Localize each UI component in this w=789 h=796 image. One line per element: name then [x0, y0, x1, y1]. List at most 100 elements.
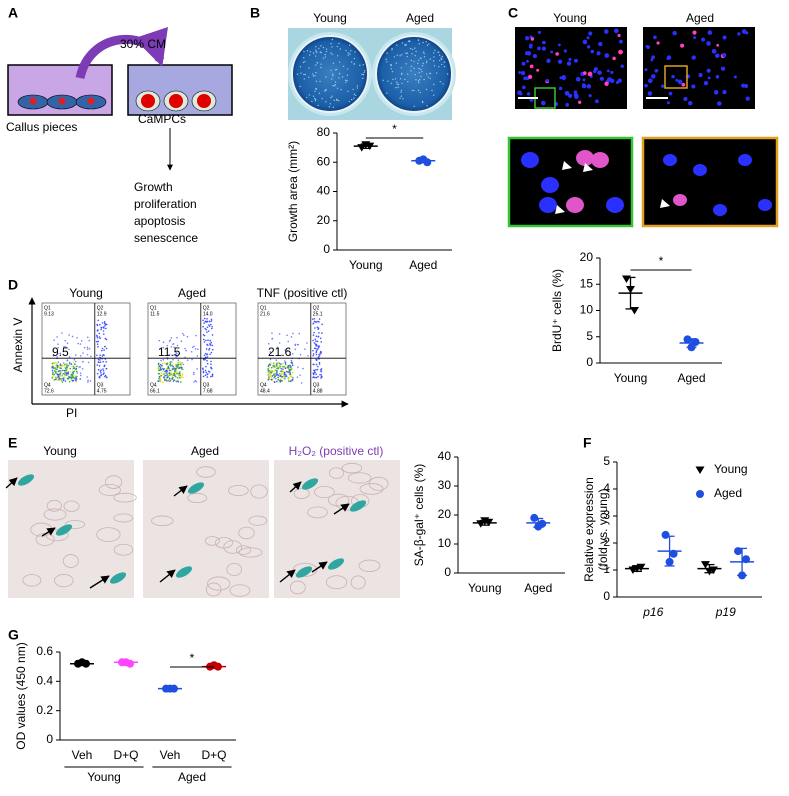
event	[291, 353, 294, 355]
stipple	[308, 76, 310, 78]
event	[79, 355, 82, 357]
event	[272, 366, 275, 369]
event	[203, 317, 206, 320]
stipple	[411, 48, 414, 51]
nucleus	[521, 61, 526, 66]
event	[158, 365, 161, 367]
event	[286, 334, 288, 337]
event	[210, 351, 213, 354]
quadrant-name: Q4	[150, 382, 157, 388]
stipple	[332, 62, 335, 64]
stipple	[425, 88, 428, 91]
event	[80, 339, 83, 342]
event	[315, 353, 318, 356]
event	[64, 363, 66, 366]
significance-label: *	[190, 651, 195, 665]
event	[316, 359, 318, 361]
stipple	[347, 54, 349, 56]
event	[161, 370, 164, 373]
event	[105, 323, 108, 326]
event	[285, 375, 288, 377]
nucleus	[744, 84, 749, 88]
stipple	[397, 86, 399, 88]
event	[272, 365, 274, 367]
event	[317, 365, 319, 368]
event	[103, 320, 106, 323]
stipple	[417, 81, 420, 84]
event	[313, 317, 316, 320]
cell	[328, 467, 345, 479]
event	[285, 366, 287, 368]
event	[206, 362, 209, 365]
event	[71, 373, 73, 376]
stipple	[329, 103, 332, 105]
event	[313, 369, 315, 372]
stipple	[338, 42, 340, 45]
stipple	[414, 54, 416, 57]
nucleus	[525, 59, 529, 63]
event	[54, 371, 57, 373]
event	[210, 323, 212, 326]
nucleus	[758, 199, 772, 211]
event	[290, 379, 293, 382]
nucleus	[588, 93, 592, 98]
event	[315, 373, 317, 375]
event	[290, 375, 293, 378]
stipple	[438, 54, 441, 56]
stipple	[400, 95, 403, 97]
event	[162, 346, 165, 349]
event	[211, 325, 213, 328]
y-tick-label: 20	[438, 507, 452, 521]
event	[174, 371, 177, 374]
event	[288, 377, 290, 379]
stipple	[296, 73, 299, 76]
event	[97, 358, 100, 361]
event	[71, 335, 74, 338]
nucleus	[599, 76, 604, 81]
y-tick-label: 5	[586, 329, 593, 343]
event	[170, 369, 173, 372]
event	[289, 364, 291, 367]
event	[284, 367, 287, 370]
stipple	[303, 50, 305, 53]
event	[272, 362, 275, 364]
stipple	[312, 95, 315, 97]
image-label: Young	[553, 11, 587, 25]
event	[100, 349, 103, 352]
flow-plot	[257, 302, 347, 396]
event	[67, 364, 70, 367]
event	[162, 341, 165, 343]
nucleus	[693, 164, 707, 176]
event	[207, 339, 209, 341]
event	[206, 353, 209, 356]
cell	[98, 483, 121, 496]
stipple	[429, 72, 431, 75]
stipple	[390, 68, 392, 70]
x-tick-label: Young	[468, 581, 502, 595]
event	[59, 363, 62, 365]
event	[167, 374, 170, 377]
event	[86, 346, 89, 349]
nucleus	[737, 32, 741, 36]
event	[64, 339, 67, 342]
event	[319, 352, 322, 354]
arrow	[333, 503, 350, 515]
event	[204, 320, 207, 323]
y-tick-label: 0	[603, 589, 610, 603]
event	[73, 358, 76, 361]
nucleus	[651, 74, 656, 79]
event	[269, 371, 272, 373]
event	[299, 353, 302, 356]
stipple	[421, 100, 424, 103]
stipple	[322, 57, 325, 59]
event	[158, 369, 160, 372]
event	[182, 376, 184, 379]
stipple	[396, 81, 398, 83]
event	[320, 370, 322, 373]
x-tick-label: Aged	[409, 258, 437, 272]
event	[210, 366, 212, 369]
nucleus	[525, 51, 530, 56]
event	[64, 371, 66, 374]
stipple	[420, 75, 422, 78]
event	[315, 376, 318, 379]
